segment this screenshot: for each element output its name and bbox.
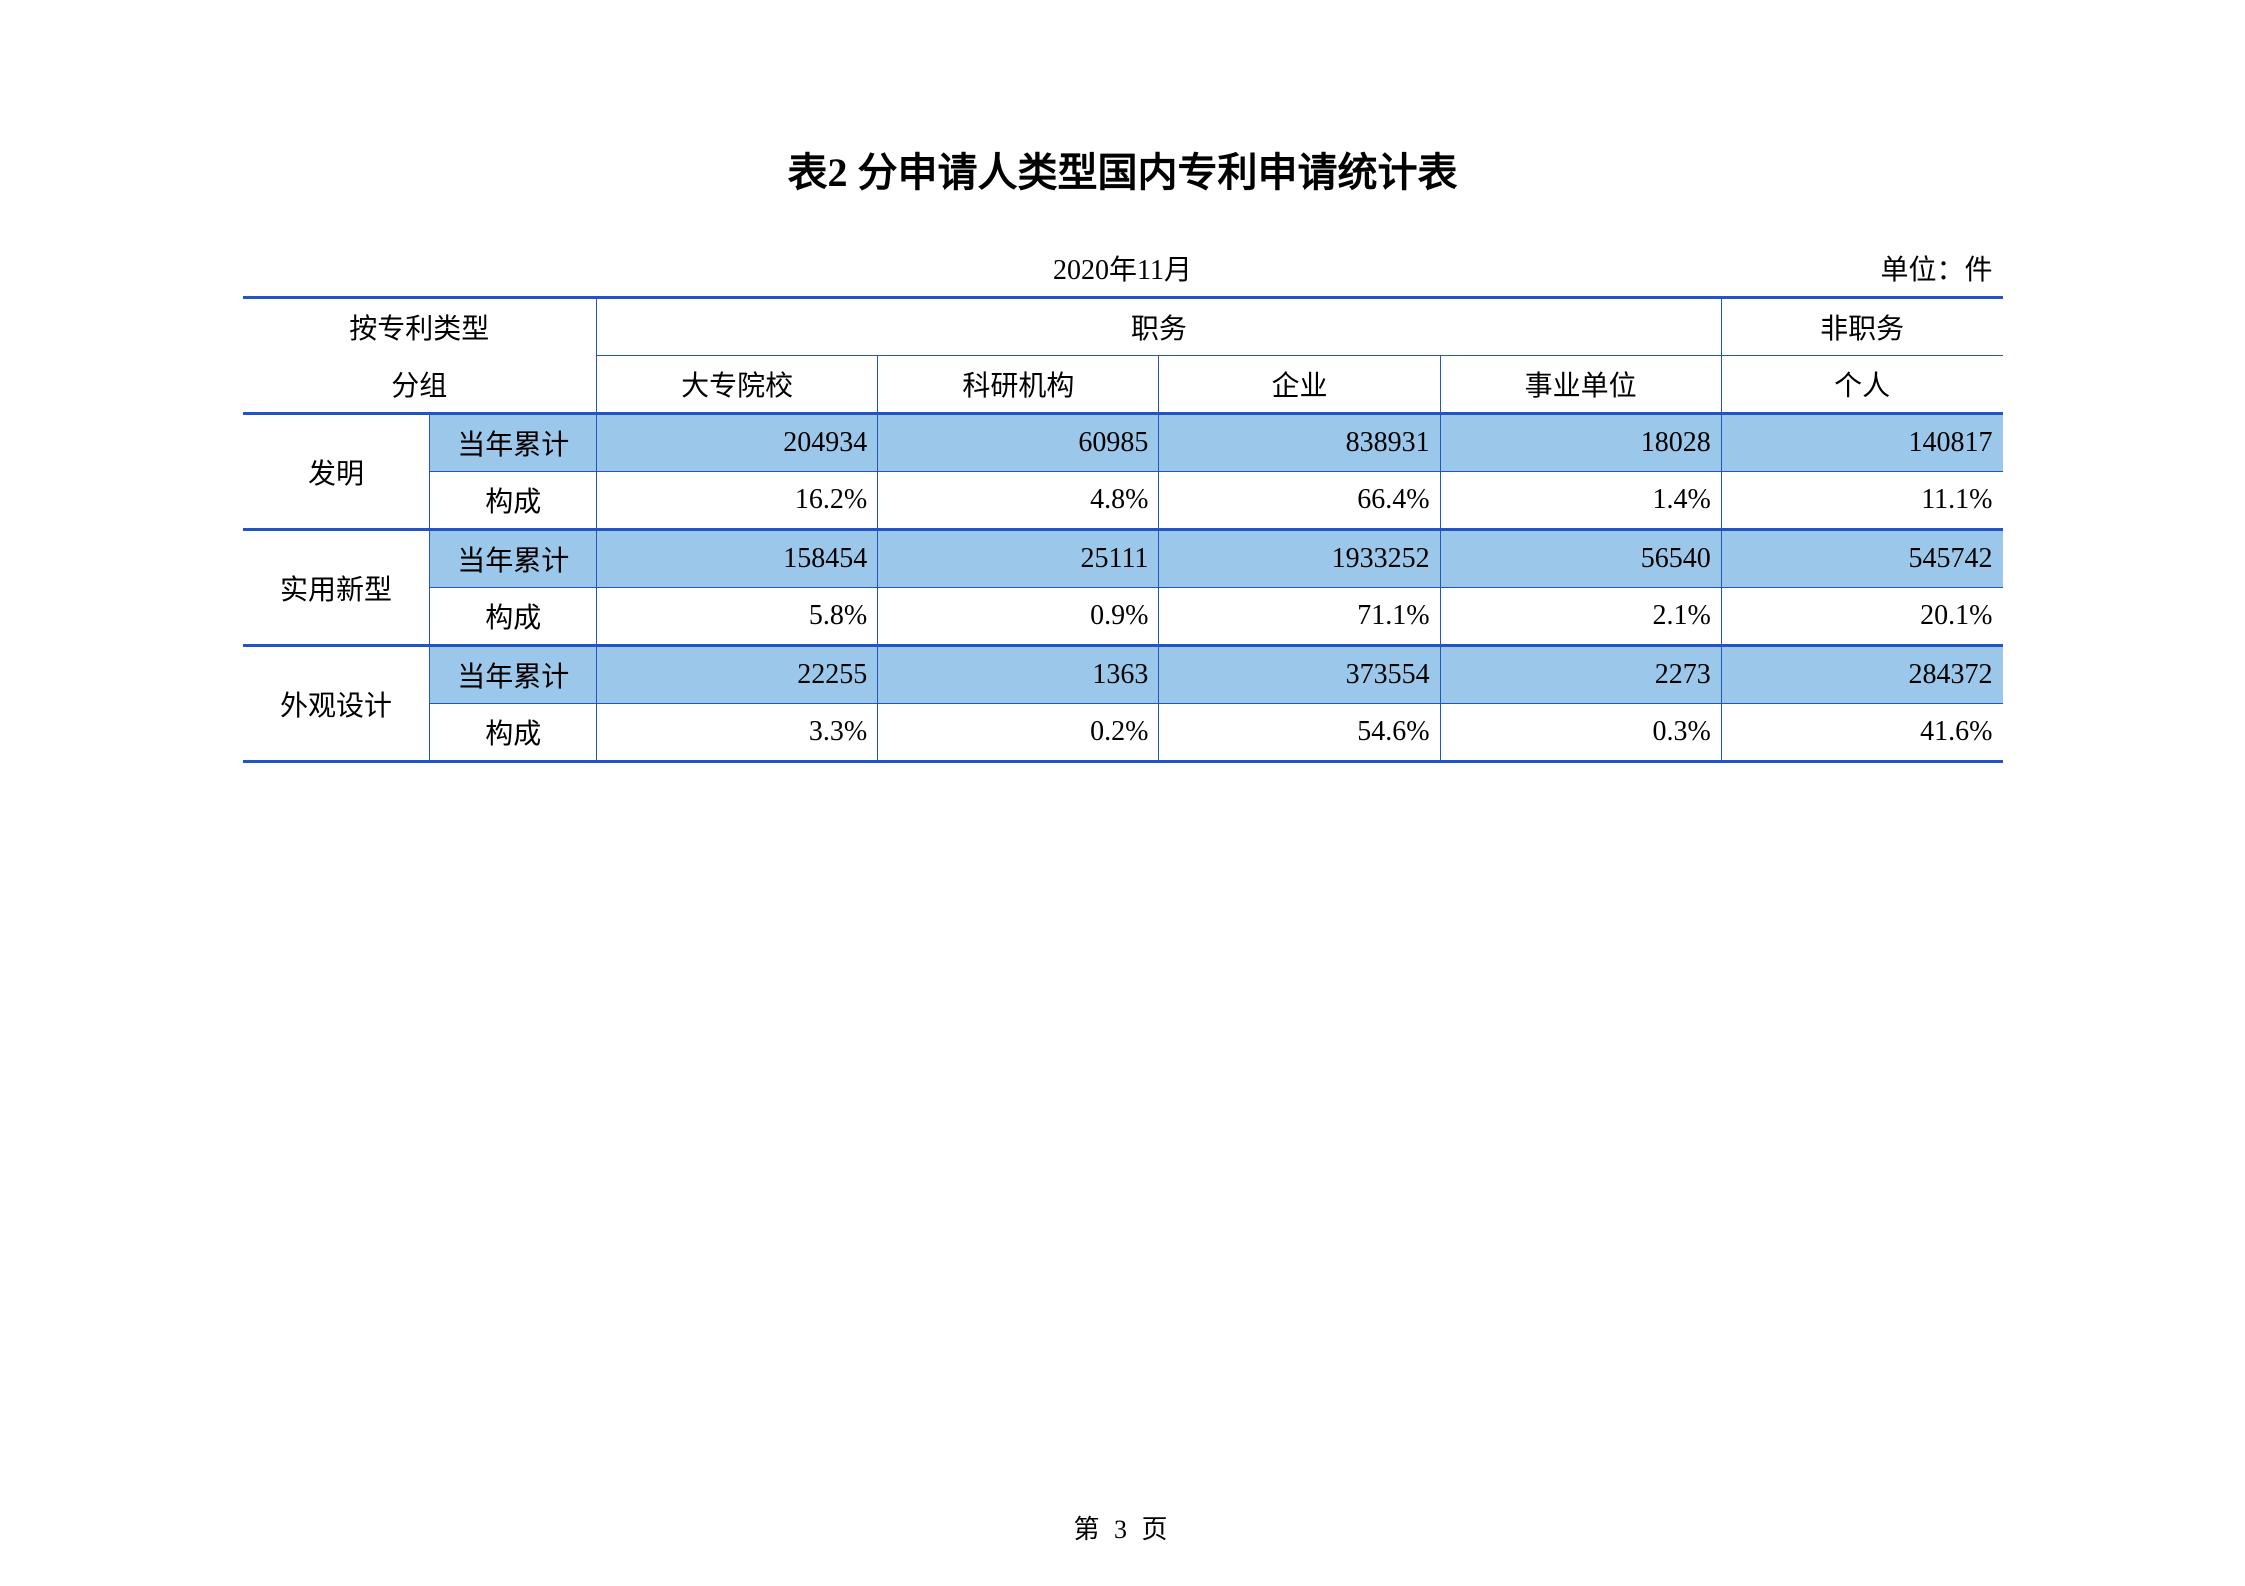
category-2-cum-c4: 2273 <box>1440 646 1721 704</box>
col-header-5: 个人 <box>1721 356 2002 414</box>
category-1-pct-c2: 0.9% <box>878 588 1159 646</box>
category-2-pct-c1: 3.3% <box>597 704 878 762</box>
category-1-cum-c5: 545742 <box>1721 530 2002 588</box>
header-group-line2: 分组 <box>243 356 597 414</box>
category-0-cum-c4: 18028 <box>1440 414 1721 472</box>
category-0-name: 发明 <box>243 414 430 530</box>
category-2-cum-c1: 22255 <box>597 646 878 704</box>
category-2-cum-c5: 284372 <box>1721 646 2002 704</box>
statistics-table: 按专利类型 职务 非职务 分组 大专院校 科研机构 企业 事业单位 个人 发明 … <box>243 296 2003 763</box>
category-0-cum-c2: 60985 <box>878 414 1159 472</box>
header-group-line1: 按专利类型 <box>243 298 597 356</box>
category-1-pct-label: 构成 <box>430 588 597 646</box>
category-0-cum-c5: 140817 <box>1721 414 2002 472</box>
category-0-pct-c4: 1.4% <box>1440 472 1721 530</box>
page-number: 第 3 页 <box>0 1509 2245 1546</box>
category-1-cum-c4: 56540 <box>1440 530 1721 588</box>
unit-label: 单位：件 <box>1880 248 1992 288</box>
col-header-3: 企业 <box>1159 356 1440 414</box>
category-0-cum-c3: 838931 <box>1159 414 1440 472</box>
date-label: 2020年11月 <box>243 248 2003 288</box>
header-feizhiwu: 非职务 <box>1721 298 2002 356</box>
category-2-pct-label: 构成 <box>430 704 597 762</box>
category-2-pct-c5: 41.6% <box>1721 704 2002 762</box>
category-1-cum-c1: 158454 <box>597 530 878 588</box>
category-1-pct-c3: 71.1% <box>1159 588 1440 646</box>
category-0-pct-label: 构成 <box>430 472 597 530</box>
category-2-name: 外观设计 <box>243 646 430 762</box>
category-2-cum-c2: 1363 <box>878 646 1159 704</box>
col-header-4: 事业单位 <box>1440 356 1721 414</box>
category-1-pct-c1: 5.8% <box>597 588 878 646</box>
category-1-cum-c2: 25111 <box>878 530 1159 588</box>
col-header-1: 大专院校 <box>597 356 878 414</box>
category-2-pct-c3: 54.6% <box>1159 704 1440 762</box>
category-1-cum-c3: 1933252 <box>1159 530 1440 588</box>
page-title: 表2 分申请人类型国内专利申请统计表 <box>0 140 2245 198</box>
category-1-pct-c4: 2.1% <box>1440 588 1721 646</box>
category-1-cum-label: 当年累计 <box>430 530 597 588</box>
category-0-pct-c1: 16.2% <box>597 472 878 530</box>
category-2-pct-c2: 0.2% <box>878 704 1159 762</box>
category-0-cum-label: 当年累计 <box>430 414 597 472</box>
category-2-cum-c3: 373554 <box>1159 646 1440 704</box>
category-0-pct-c5: 11.1% <box>1721 472 2002 530</box>
category-2-pct-c4: 0.3% <box>1440 704 1721 762</box>
category-0-pct-c2: 4.8% <box>878 472 1159 530</box>
col-header-2: 科研机构 <box>878 356 1159 414</box>
category-0-cum-c1: 204934 <box>597 414 878 472</box>
header-zhiwu: 职务 <box>597 298 1722 356</box>
category-0-pct-c3: 66.4% <box>1159 472 1440 530</box>
category-1-pct-c5: 20.1% <box>1721 588 2002 646</box>
category-1-name: 实用新型 <box>243 530 430 646</box>
category-2-cum-label: 当年累计 <box>430 646 597 704</box>
